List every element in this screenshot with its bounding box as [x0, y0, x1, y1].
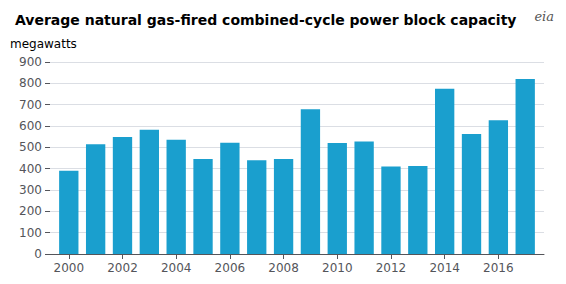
svg-text:200: 200: [19, 204, 42, 218]
svg-text:2006: 2006: [215, 261, 246, 275]
svg-text:2010: 2010: [322, 261, 353, 275]
svg-text:Average natural gas-fired comb: Average natural gas-fired combined-cycle…: [15, 12, 517, 28]
svg-text:2004: 2004: [161, 261, 192, 275]
svg-text:800: 800: [19, 76, 42, 90]
svg-text:100: 100: [19, 226, 42, 240]
svg-text:400: 400: [19, 162, 42, 176]
svg-text:2014: 2014: [429, 261, 460, 275]
svg-text:2016: 2016: [483, 261, 514, 275]
svg-text:900: 900: [19, 55, 42, 69]
svg-text:megawatts: megawatts: [10, 37, 77, 51]
svg-text:2008: 2008: [268, 261, 299, 275]
svg-text:600: 600: [19, 119, 42, 133]
svg-text:2012: 2012: [376, 261, 407, 275]
svg-text:0: 0: [34, 247, 42, 261]
svg-text:700: 700: [19, 98, 42, 112]
svg-text:300: 300: [19, 183, 42, 197]
svg-text:2002: 2002: [107, 261, 138, 275]
svg-text:2000: 2000: [54, 261, 85, 275]
svg-text:eia: eia: [534, 9, 554, 24]
svg-text:500: 500: [19, 140, 42, 154]
